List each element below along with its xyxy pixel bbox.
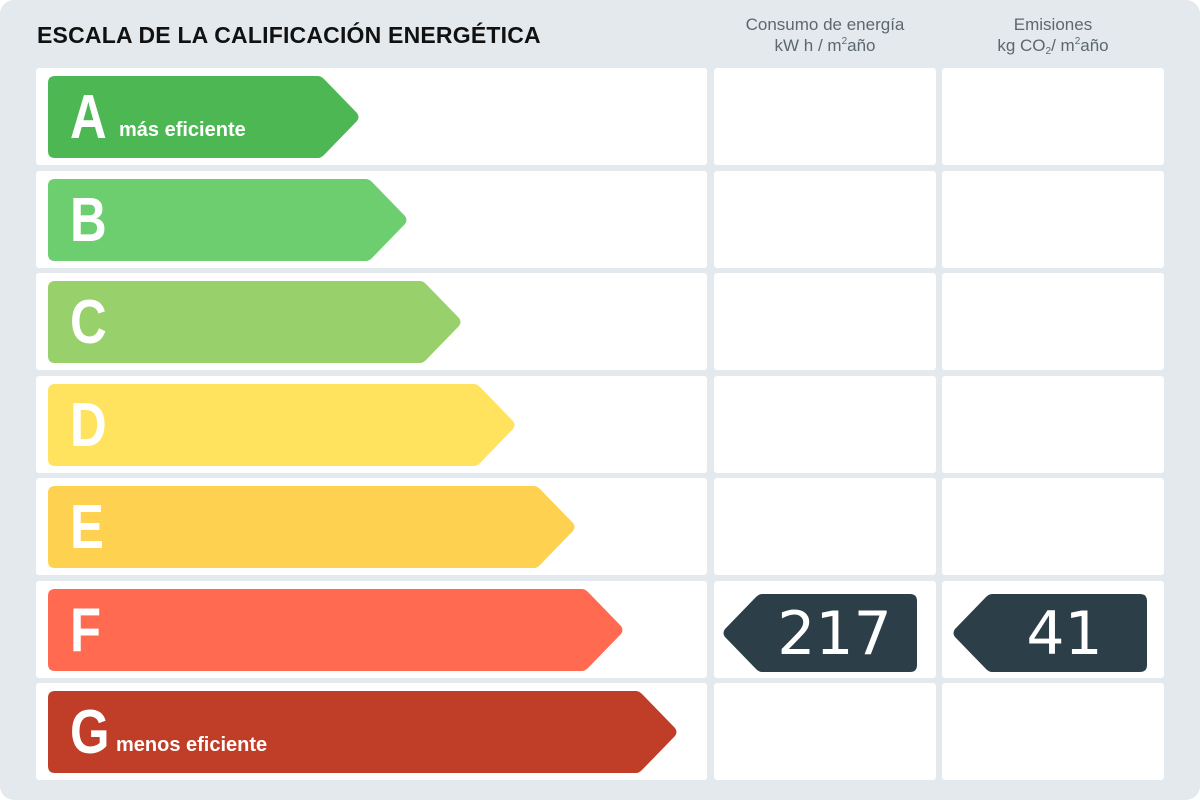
emissions-cell-g	[942, 683, 1164, 780]
energy-cell-b	[714, 171, 936, 268]
grade-bar-c: C	[48, 281, 462, 363]
grade-arrow-d	[48, 384, 515, 466]
grade-arrow-f	[48, 589, 623, 671]
emissions-cell-e	[942, 478, 1164, 575]
grade-arrow-shape-b	[48, 179, 407, 261]
emissions-cell-b	[942, 171, 1164, 268]
energy-cell-a	[714, 68, 936, 165]
grade-arrow-shape-g	[48, 691, 677, 773]
grade-letter-d: D	[70, 391, 107, 460]
grade-letter-f: F	[70, 596, 102, 665]
grade-arrow-shape-f	[48, 589, 623, 671]
emissions-cell-c	[942, 273, 1164, 370]
grade-bar-e: E	[48, 486, 576, 568]
grade-bar-f: F	[48, 589, 624, 671]
emissions-cell-a	[942, 68, 1164, 165]
grade-label-a: más eficiente	[119, 119, 246, 141]
grade-bar-d: D	[48, 384, 516, 466]
grade-letter-b: B	[70, 186, 107, 255]
page-title: ESCALA DE LA CALIFICACIÓN ENERGÉTICA	[37, 22, 541, 48]
grade-arrow-shape-e	[48, 486, 575, 568]
emissions-column-header: Emisiones kg CO2/ m2año	[942, 14, 1164, 57]
emissions-value-tag-shape	[953, 594, 1147, 672]
grade-letter-a: A	[70, 83, 107, 152]
energy-cell-d	[714, 376, 936, 473]
grade-arrow-c	[48, 281, 461, 363]
emissions-header-unit: kg CO2/ m2año	[997, 36, 1109, 57]
grade-arrow-b	[48, 179, 407, 261]
grade-bar-b: B	[48, 179, 408, 261]
emissions-header-line1: Emisiones	[1013, 15, 1093, 34]
grade-arrow-e	[48, 486, 575, 568]
grade-letter-e: E	[70, 493, 104, 562]
energy-column-header: Consumo de energía kW h / m2año	[714, 14, 936, 56]
energy-value-tag-text: 217	[777, 599, 892, 669]
grade-label-g: menos eficiente	[116, 734, 268, 756]
energy-cell-g	[714, 683, 936, 780]
grade-letter-g: G	[70, 698, 110, 767]
grade-arrow-shape-a	[48, 76, 359, 158]
grade-arrow-shape-d	[48, 384, 515, 466]
emissions-cell-d	[942, 376, 1164, 473]
emissions-value-tag-text: 41	[1026, 599, 1103, 669]
energy-header-line1: Consumo de energía	[745, 15, 905, 34]
energy-value-tag-shape	[723, 594, 917, 672]
grade-arrow-a	[48, 76, 359, 158]
energy-cell-e	[714, 478, 936, 575]
grade-arrow-g	[48, 691, 677, 773]
emissions-value-tag: 41	[952, 594, 1147, 672]
energy-header-unit: kW h / m2año	[774, 36, 876, 55]
grade-letter-c: C	[70, 288, 107, 357]
grade-arrow-shape-c	[48, 281, 461, 363]
energy-cell-c	[714, 273, 936, 370]
energy-value-tag: 217	[722, 594, 917, 672]
